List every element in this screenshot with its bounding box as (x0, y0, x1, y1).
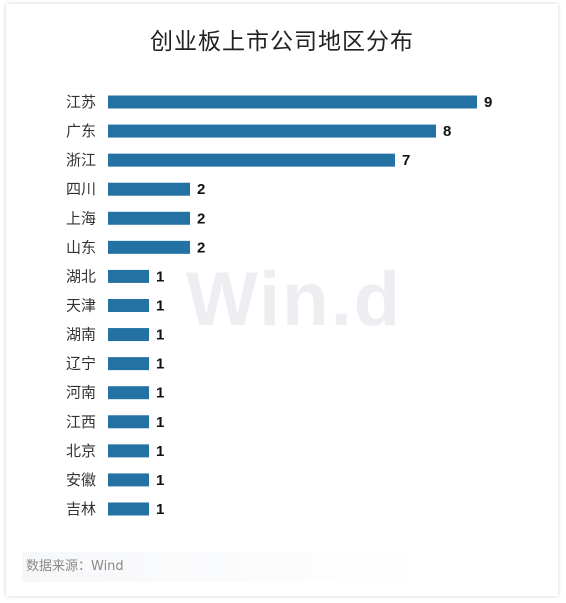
chart-title: 创业板上市公司地区分布 (150, 29, 414, 55)
category-label: 安徽 (66, 471, 96, 489)
wind-watermark: Win.d (186, 257, 403, 342)
bar (108, 269, 149, 283)
category-label: 辽宁 (66, 355, 96, 373)
bar (108, 473, 149, 487)
category-label: 山东 (66, 238, 96, 256)
bar (108, 95, 477, 109)
category-label: 浙江 (66, 151, 96, 169)
value-label: 2 (197, 181, 205, 198)
bar (108, 153, 395, 167)
value-label: 2 (197, 239, 205, 256)
category-label: 江苏 (66, 93, 96, 111)
chart-card: 创业板上市公司地区分布 Win.d 江苏 9 广东 8 浙江 7 四川 2 上海 2 山东 2 湖北 1 天… (6, 4, 558, 596)
value-label: 1 (156, 501, 164, 518)
value-label: 1 (156, 297, 164, 314)
bar (108, 386, 149, 400)
value-label: 7 (402, 152, 410, 169)
value-label: 9 (484, 94, 492, 111)
value-label: 1 (156, 472, 164, 489)
category-label: 四川 (66, 180, 96, 198)
category-label: 江西 (66, 413, 96, 431)
bar (108, 240, 190, 254)
category-label: 吉林 (66, 500, 96, 518)
value-label: 8 (443, 123, 451, 140)
bar (108, 211, 190, 225)
category-label: 河南 (66, 384, 96, 402)
data-source: 数据来源：Wind (22, 552, 426, 582)
bar (108, 415, 149, 429)
value-label: 1 (156, 356, 164, 373)
value-label: 1 (156, 443, 164, 460)
value-label: 1 (156, 385, 164, 402)
value-label: 1 (156, 327, 164, 344)
bar (108, 357, 149, 371)
category-label: 天津 (66, 296, 96, 314)
bar (108, 298, 149, 312)
bar (108, 182, 190, 196)
value-label: 1 (156, 414, 164, 431)
category-label: 上海 (66, 209, 96, 227)
value-label: 1 (156, 268, 164, 285)
bar (108, 502, 149, 516)
bar (108, 328, 149, 342)
category-label: 广东 (66, 122, 96, 140)
value-label: 2 (197, 210, 205, 227)
bar-chart: 江苏 9 广东 8 浙江 7 四川 2 上海 2 山东 2 湖北 1 天津 1 湖南 1 辽宁 1 河南 1 江西 1 北京 1 安… (66, 93, 492, 518)
category-label: 湖北 (66, 267, 96, 285)
category-label: 湖南 (66, 326, 96, 344)
category-label: 北京 (66, 442, 96, 460)
bar (108, 124, 436, 138)
bar (108, 444, 149, 458)
